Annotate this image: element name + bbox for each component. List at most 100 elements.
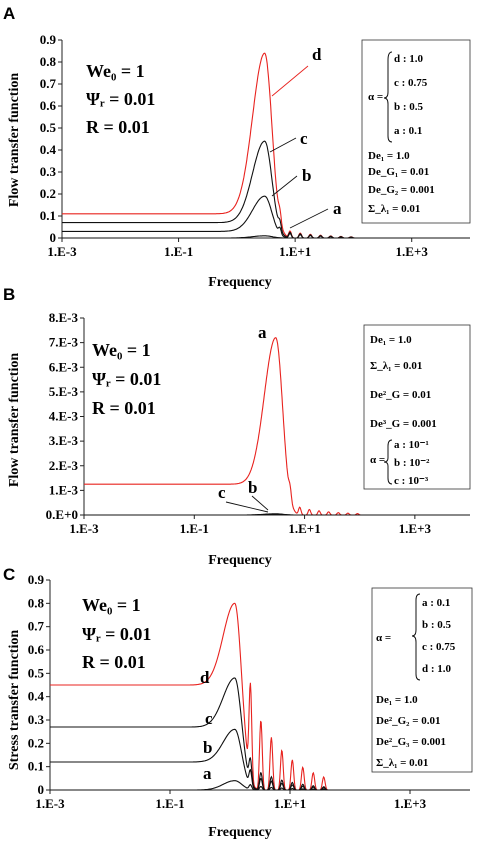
x-tick-label: 1.E-3 <box>69 521 99 536</box>
y-tick-label: 0.4 <box>28 689 45 704</box>
panel-a-param-psi: Ψᵣ = 0.01 <box>86 89 155 109</box>
curve-label-b: b <box>302 166 311 185</box>
y-tick-label: 0.1 <box>28 759 44 774</box>
panel-a: A 00.10.20.30.40.50.60.70.80.9 1.E-3 1.E-… <box>3 4 471 290</box>
x-tick-label: 1.E+1 <box>279 244 311 259</box>
y-tick-label: 0.8 <box>40 54 57 69</box>
panel-a-alpha-b: b : 0.5 <box>394 101 424 113</box>
y-tick-label: 8.E-3 <box>49 310 79 325</box>
y-tick-label: 0.7 <box>28 619 45 634</box>
series-line-a <box>50 780 470 791</box>
panel-b-alpha-label: α = <box>370 454 385 466</box>
panel-a-legend-box: α = d : 1.0 c : 0.75 b : 0.5 a : 0.1 De₁… <box>361 39 471 224</box>
panel-c-ylabel: Stress transfer function <box>7 630 22 770</box>
panel-b-legend-box: De₁ = 1.0 Σ_λ₁ = 0.01 De²_G = 0.01 De³_G… <box>363 324 471 490</box>
panel-c-legend-box: α = a : 0.1 b : 0.5 c : 0.75 d : 1.0 De₁… <box>371 587 473 773</box>
y-tick-label: 0.2 <box>28 735 44 750</box>
panel-a-alpha-a: a : 0.1 <box>394 125 422 137</box>
curve-label-d: d <box>312 45 322 64</box>
panel-b-y-ticks: 0.E+0 1.E-3 2.E-3 3.E-3 4.E-3 5.E-3 6.E-3 7.E-3… <box>46 310 85 522</box>
panel-a-param-we: We₀ = 1 <box>86 61 145 81</box>
panel-c-alpha-label: α = <box>376 632 391 644</box>
y-tick-label: 0.3 <box>40 164 57 179</box>
y-tick-label: 6.E-3 <box>49 359 79 374</box>
panel-b-param-we: We₀ = 1 <box>92 340 151 360</box>
panel-c-alpha-a: a : 0.1 <box>422 597 450 609</box>
y-tick-label: 0.6 <box>28 642 45 657</box>
panel-a-de1: De₁ = 1.0 <box>368 150 410 162</box>
panel-a-param-r: R = 0.01 <box>86 117 150 137</box>
y-tick-label: 0.9 <box>28 572 45 587</box>
curve-label-c: c <box>205 709 213 728</box>
curve-label-b: b <box>248 478 257 497</box>
panel-c-curve-labels: d cba <box>200 668 213 783</box>
panel-b: B 0.E+01.E-32.E-33.E-34.E-35.E-36.E-37.E… <box>3 285 471 568</box>
y-tick-label: 0.2 <box>40 186 56 201</box>
y-tick-label: 0.7 <box>40 76 57 91</box>
panel-b-x-ticks: 1.E-3 1.E-1 1.E+1 1.E+3 <box>69 514 470 536</box>
x-tick-label: 1.E-1 <box>180 521 209 536</box>
panel-a-sigma: Σ_λ₁ = 0.01 <box>368 203 420 215</box>
panel-c-xlabel: Frequency <box>208 825 272 840</box>
y-tick-label: 0.1 <box>40 208 56 223</box>
curve-label-b: b <box>203 738 212 757</box>
panel-a-alpha-label: α = <box>368 91 383 103</box>
panel-c-alpha-c: c : 0.75 <box>422 641 456 653</box>
y-tick-label: 4.E-3 <box>49 409 79 424</box>
panel-a-alpha-d: d : 1.0 <box>394 53 424 65</box>
panel-a-deg2: De_G₂ = 0.001 <box>368 184 435 196</box>
panel-c-alpha-b: b : 0.5 <box>422 619 452 631</box>
panel-a-alpha-c: c : 0.75 <box>394 77 428 89</box>
panel-b-series <box>84 337 470 516</box>
panel-b-deg2: De²_G = 0.01 <box>370 389 431 401</box>
y-tick-label: 7.E-3 <box>49 335 79 350</box>
panel-letter-b: B <box>3 285 15 304</box>
panel-a-deg1: De_G₁ = 0.01 <box>368 166 429 178</box>
series-line-a <box>62 235 470 239</box>
panel-b-de1: De₁ = 1.0 <box>370 334 412 346</box>
series-line-c <box>84 513 470 516</box>
panel-letter-a: A <box>3 4 15 23</box>
panel-b-ylabel: Flow transfer function <box>7 353 22 487</box>
curve-arrow-b <box>271 175 298 197</box>
x-tick-label: 1.E-1 <box>155 796 184 811</box>
curve-arrow-d <box>271 65 309 97</box>
panel-a-xlabel: Frequency <box>208 275 272 290</box>
curve-label-a: a <box>203 764 212 783</box>
y-tick-label: 5.E-3 <box>49 384 79 399</box>
y-tick-label: 0 <box>38 782 45 797</box>
panel-b-curve-labels: a b c <box>218 323 269 513</box>
panel-b-alpha-c: c : 10⁻³ <box>394 475 429 487</box>
x-tick-label: 1.E+1 <box>288 521 320 536</box>
panel-b-deg3: De³_G = 0.001 <box>370 418 437 430</box>
curve-label-c: c <box>218 483 226 502</box>
panel-c-series <box>50 602 470 791</box>
panel-a-series <box>62 52 470 239</box>
panel-letter-c: C <box>3 565 15 584</box>
y-tick-label: 0.E+0 <box>46 507 78 522</box>
x-tick-label: 1.E-3 <box>35 796 65 811</box>
panel-a-x-ticks: 1.E-3 1.E-1 1.E+1 1.E+3 <box>47 237 470 259</box>
y-tick-label: 0.4 <box>40 142 57 157</box>
y-tick-label: 3.E-3 <box>49 433 79 448</box>
curve-label-a: a <box>258 323 267 342</box>
curve-label-c: c <box>300 129 308 148</box>
panel-c-x-ticks: 1.E-3 1.E-1 1.E+1 1.E+3 <box>35 789 470 811</box>
panel-c-deg2: De²_G₂ = 0.01 <box>376 715 441 727</box>
panel-a-y-ticks: 0 0.1 0.2 0.3 0.4 0.5 0.6 0.7 0.8 0.9 <box>40 32 63 245</box>
curve-arrow-c <box>225 501 269 513</box>
panel-c-param-r: R = 0.01 <box>82 652 146 672</box>
y-tick-label: 1.E-3 <box>49 482 79 497</box>
panel-b-alpha-a: a : 10⁻¹ <box>394 439 429 451</box>
panel-c-de1: De₁ = 1.0 <box>376 694 418 706</box>
y-tick-label: 0.5 <box>40 120 57 135</box>
y-tick-label: 0.5 <box>28 665 45 680</box>
panel-c-param-psi: Ψᵣ = 0.01 <box>82 624 151 644</box>
panel-c-y-ticks: 0 0.1 0.2 0.3 0.4 0.5 0.6 0.7 0.8 0.9 <box>28 572 51 797</box>
panel-c-param-we: We₀ = 1 <box>82 595 141 615</box>
curve-arrow-c <box>269 137 297 153</box>
panel-c-sigma: Σ_λ₁ = 0.01 <box>376 757 428 769</box>
panel-c: C 00.10.20.30.40.50.60.70.80.9 1.E-3 1.E-… <box>3 565 473 840</box>
panel-b-xlabel: Frequency <box>208 553 272 568</box>
